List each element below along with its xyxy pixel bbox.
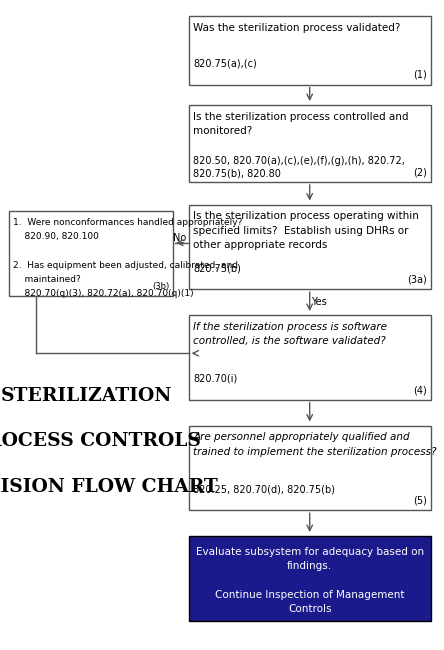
Text: Was the sterilization process validated?: Was the sterilization process validated? xyxy=(193,23,400,32)
Text: (3b): (3b) xyxy=(152,282,170,291)
Text: 1.  Were nonconformances handled appropriately?: 1. Were nonconformances handled appropri… xyxy=(13,218,243,227)
Text: other appropriate records: other appropriate records xyxy=(193,240,328,250)
FancyBboxPatch shape xyxy=(189,16,431,84)
Text: Controls: Controls xyxy=(288,604,331,614)
Text: (1): (1) xyxy=(413,70,427,80)
FancyBboxPatch shape xyxy=(189,205,431,289)
Text: Continue Inspection of Management: Continue Inspection of Management xyxy=(215,590,404,600)
Text: Is the sterilization process operating within: Is the sterilization process operating w… xyxy=(193,211,419,221)
Text: 820.70(i): 820.70(i) xyxy=(193,374,238,383)
FancyBboxPatch shape xyxy=(189,105,431,182)
Text: No: No xyxy=(173,233,186,242)
Text: 820.50, 820.70(a),(c),(e),(f),(g),(h), 820.72,: 820.50, 820.70(a),(c),(e),(f),(g),(h), 8… xyxy=(193,156,405,166)
Text: Is the sterilization process controlled and: Is the sterilization process controlled … xyxy=(193,112,408,122)
Text: monitored?: monitored? xyxy=(193,126,252,136)
Text: Are personnel appropriately qualified and: Are personnel appropriately qualified an… xyxy=(193,432,410,442)
Text: If the sterilization process is software: If the sterilization process is software xyxy=(193,322,387,332)
Text: PROCESS CONTROLS: PROCESS CONTROLS xyxy=(0,432,201,450)
Text: STERILIZATION: STERILIZATION xyxy=(1,387,172,405)
FancyBboxPatch shape xyxy=(9,211,173,296)
Text: 820.75(b), 820.80: 820.75(b), 820.80 xyxy=(193,169,281,179)
Text: findings.: findings. xyxy=(287,562,332,571)
Text: 820.90, 820.100: 820.90, 820.100 xyxy=(13,232,99,241)
Text: trained to implement the sterilization process?: trained to implement the sterilization p… xyxy=(193,447,436,456)
Text: (4): (4) xyxy=(413,385,427,395)
Text: maintained?: maintained? xyxy=(13,275,81,284)
Text: 2.  Has equipment been adjusted, calibrated, and: 2. Has equipment been adjusted, calibrat… xyxy=(13,261,238,270)
Text: specified limits?  Establish using DHRs or: specified limits? Establish using DHRs o… xyxy=(193,226,408,235)
Text: DECISION FLOW CHART: DECISION FLOW CHART xyxy=(0,478,218,496)
Text: 820.75(a),(c): 820.75(a),(c) xyxy=(193,58,257,68)
Text: (3a): (3a) xyxy=(408,275,427,285)
Text: 820.70(q)(3), 820.72(a), 820.70(q)(1): 820.70(q)(3), 820.72(a), 820.70(q)(1) xyxy=(13,289,194,298)
Text: (5): (5) xyxy=(413,496,427,506)
Text: 820.75(b): 820.75(b) xyxy=(193,263,241,273)
FancyBboxPatch shape xyxy=(189,536,431,621)
Text: (2): (2) xyxy=(413,168,427,177)
Text: Yes: Yes xyxy=(311,297,326,307)
Text: 820.25, 820.70(d), 820.75(b): 820.25, 820.70(d), 820.75(b) xyxy=(193,484,335,494)
Text: Evaluate subsystem for adequacy based on: Evaluate subsystem for adequacy based on xyxy=(196,547,424,557)
FancyBboxPatch shape xyxy=(189,315,431,400)
FancyBboxPatch shape xyxy=(189,426,431,510)
Text: controlled, is the software validated?: controlled, is the software validated? xyxy=(193,336,386,346)
